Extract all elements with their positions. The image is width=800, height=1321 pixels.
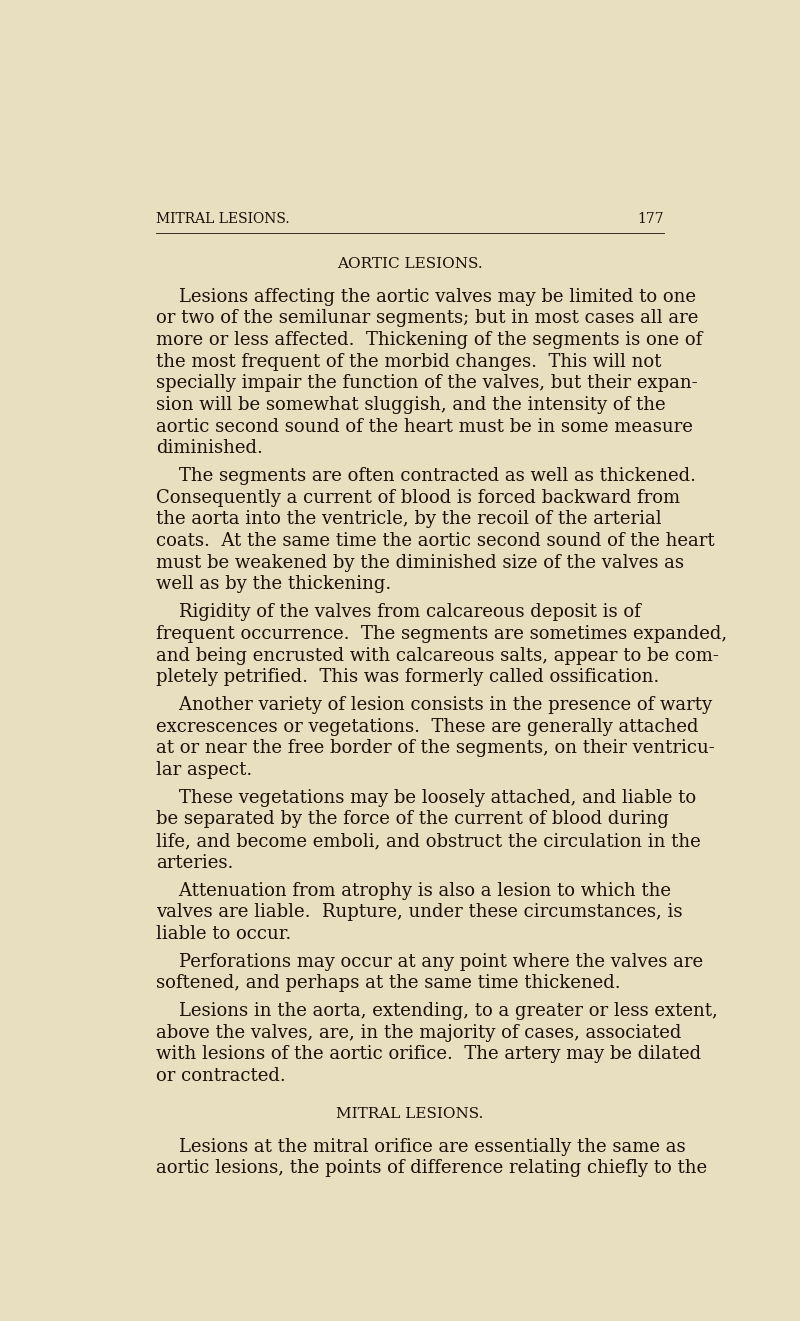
Text: or contracted.: or contracted. xyxy=(156,1067,286,1085)
Text: Consequently a current of blood is forced backward from: Consequently a current of blood is force… xyxy=(156,489,680,507)
Text: Lesions affecting the aortic valves may be limited to one: Lesions affecting the aortic valves may … xyxy=(156,288,696,305)
Text: excrescences or vegetations.  These are generally attached: excrescences or vegetations. These are g… xyxy=(156,717,698,736)
Text: MITRAL LESIONS.: MITRAL LESIONS. xyxy=(156,213,290,226)
Text: liable to occur.: liable to occur. xyxy=(156,925,291,943)
Text: Perforations may occur at any point where the valves are: Perforations may occur at any point wher… xyxy=(156,952,703,971)
Text: be separated by the force of the current of blood during: be separated by the force of the current… xyxy=(156,810,669,828)
Text: must be weakened by the diminished size of the valves as: must be weakened by the diminished size … xyxy=(156,553,684,572)
Text: diminished.: diminished. xyxy=(156,440,262,457)
Text: lar aspect.: lar aspect. xyxy=(156,761,252,779)
Text: The segments are often contracted as well as thickened.: The segments are often contracted as wel… xyxy=(156,468,696,485)
Text: aortic lesions, the points of difference relating chiefly to the: aortic lesions, the points of difference… xyxy=(156,1160,707,1177)
Text: pletely petrified.  This was formerly called ossification.: pletely petrified. This was formerly cal… xyxy=(156,668,659,686)
Text: frequent occurrence.  The segments are sometimes expanded,: frequent occurrence. The segments are so… xyxy=(156,625,727,643)
Text: Lesions at the mitral orifice are essentially the same as: Lesions at the mitral orifice are essent… xyxy=(156,1137,686,1156)
Text: the most frequent of the morbid changes.  This will not: the most frequent of the morbid changes.… xyxy=(156,353,661,371)
Text: the aorta into the ventricle, by the recoil of the arterial: the aorta into the ventricle, by the rec… xyxy=(156,510,662,528)
Text: softened, and perhaps at the same time thickened.: softened, and perhaps at the same time t… xyxy=(156,975,621,992)
Text: life, and become emboli, and obstruct the circulation in the: life, and become emboli, and obstruct th… xyxy=(156,832,701,851)
Text: specially impair the function of the valves, but their expan-: specially impair the function of the val… xyxy=(156,374,698,392)
Text: These vegetations may be loosely attached, and liable to: These vegetations may be loosely attache… xyxy=(156,789,696,807)
Text: valves are liable.  Rupture, under these circumstances, is: valves are liable. Rupture, under these … xyxy=(156,904,682,921)
Text: more or less affected.  Thickening of the segments is one of: more or less affected. Thickening of the… xyxy=(156,332,702,349)
Text: and being encrusted with calcareous salts, appear to be com-: and being encrusted with calcareous salt… xyxy=(156,646,718,664)
Text: Another variety of lesion consists in the presence of warty: Another variety of lesion consists in th… xyxy=(156,696,712,713)
Text: MITRAL LESIONS.: MITRAL LESIONS. xyxy=(336,1107,484,1122)
Text: Attenuation from atrophy is also a lesion to which the: Attenuation from atrophy is also a lesio… xyxy=(156,881,670,900)
Text: or two of the semilunar segments; but in most cases all are: or two of the semilunar segments; but in… xyxy=(156,309,698,328)
Text: Lesions in the aorta, extending, to a greater or less extent,: Lesions in the aorta, extending, to a gr… xyxy=(156,1003,718,1020)
Text: Rigidity of the valves from calcareous deposit is of: Rigidity of the valves from calcareous d… xyxy=(156,604,641,621)
Text: aortic second sound of the heart must be in some measure: aortic second sound of the heart must be… xyxy=(156,417,693,436)
Text: sion will be somewhat sluggish, and the intensity of the: sion will be somewhat sluggish, and the … xyxy=(156,396,666,413)
Text: with lesions of the aortic orifice.  The artery may be dilated: with lesions of the aortic orifice. The … xyxy=(156,1045,701,1063)
Text: at or near the free border of the segments, on their ventricu-: at or near the free border of the segmen… xyxy=(156,740,714,757)
Text: above the valves, are, in the majority of cases, associated: above the valves, are, in the majority o… xyxy=(156,1024,681,1042)
Text: arteries.: arteries. xyxy=(156,853,233,872)
Text: 177: 177 xyxy=(638,213,664,226)
Text: well as by the thickening.: well as by the thickening. xyxy=(156,576,391,593)
Text: coats.  At the same time the aortic second sound of the heart: coats. At the same time the aortic secon… xyxy=(156,532,714,550)
Text: AORTIC LESIONS.: AORTIC LESIONS. xyxy=(337,258,483,271)
